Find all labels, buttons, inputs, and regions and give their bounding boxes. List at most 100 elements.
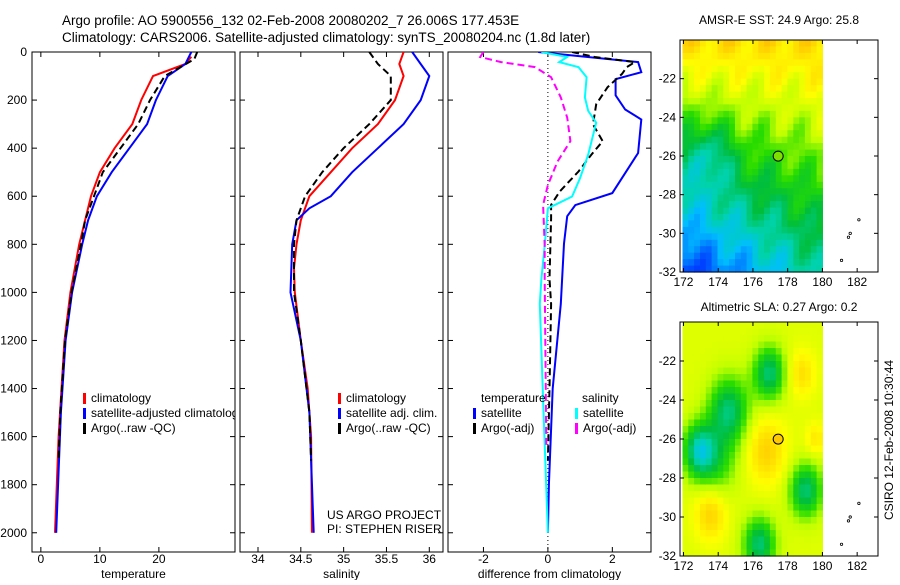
heatmap-cell xyxy=(700,549,707,557)
heatmap-cell xyxy=(682,452,689,460)
heatmap-cell xyxy=(793,59,800,67)
heatmap-cell xyxy=(816,252,823,260)
heatmap-cell xyxy=(810,252,818,260)
heatmap-cell xyxy=(793,226,800,234)
heatmap-cell xyxy=(816,259,823,267)
heatmap-cell xyxy=(723,465,730,473)
heatmap-cell xyxy=(799,252,806,260)
heatmap-cell xyxy=(735,549,742,557)
heatmap-cell xyxy=(705,65,713,73)
x-tick-label: 34.5 xyxy=(289,552,313,566)
heatmap-cell xyxy=(752,110,759,118)
heatmap-cell xyxy=(799,478,806,486)
heatmap-cell xyxy=(752,439,759,447)
figure-title-line2: Climatology: CARS2006. Satellite-adjuste… xyxy=(62,30,590,45)
heatmap-cell xyxy=(758,341,765,349)
heatmap-cell xyxy=(700,98,707,105)
heatmap-cell xyxy=(740,239,748,247)
heatmap-cell xyxy=(804,471,812,479)
heatmap-cell xyxy=(787,156,794,163)
heatmap-cell xyxy=(787,426,794,434)
heatmap-cell xyxy=(769,458,777,466)
heatmap-cell xyxy=(816,549,823,557)
heatmap-cell xyxy=(700,426,707,434)
heatmap-cell xyxy=(810,46,818,54)
heatmap-cell xyxy=(700,226,707,234)
heatmap-cell xyxy=(682,354,689,362)
heatmap-cell xyxy=(729,478,736,486)
heatmap-cell xyxy=(682,136,689,144)
heatmap-cell xyxy=(717,162,724,170)
heatmap-cell xyxy=(781,117,788,125)
heatmap-cell xyxy=(688,439,695,447)
heatmap-cell xyxy=(793,439,800,447)
heatmap-cell xyxy=(746,452,753,460)
heatmap-cell xyxy=(717,214,724,221)
heatmap-cell xyxy=(764,445,771,453)
heatmap-cell xyxy=(758,130,765,138)
heatmap-cell xyxy=(804,130,812,138)
heatmap-cell xyxy=(740,226,748,234)
heatmap-cell xyxy=(781,168,788,176)
heatmap-cell xyxy=(705,252,713,260)
x-tick-label: 180 xyxy=(812,275,832,289)
heatmap-cell xyxy=(781,265,788,273)
heatmap-cell xyxy=(775,214,783,221)
heatmap-cell xyxy=(816,104,823,112)
heatmap-cell xyxy=(769,413,777,421)
heatmap-cell xyxy=(682,59,689,67)
heatmap-cell xyxy=(682,220,689,228)
heatmap-cell xyxy=(810,40,818,47)
heatmap-cell xyxy=(740,214,748,221)
heatmap-cell xyxy=(688,175,695,183)
heatmap-cell xyxy=(816,328,823,336)
heatmap-cell xyxy=(787,175,794,183)
heatmap-cell xyxy=(740,387,748,395)
heatmap-cell xyxy=(752,252,759,260)
heatmap-cell xyxy=(816,484,823,492)
heatmap-cell xyxy=(799,110,806,118)
heatmap-cell xyxy=(764,110,771,118)
heatmap-cell xyxy=(799,162,806,170)
heatmap-cell xyxy=(740,426,748,434)
heatmap-cell xyxy=(799,497,806,505)
heatmap-cell xyxy=(804,181,812,189)
y-tick-label: -28 xyxy=(659,471,677,485)
heatmap-cell xyxy=(799,188,806,196)
heatmap-cell xyxy=(752,530,759,538)
heatmap-cell xyxy=(758,361,765,369)
heatmap-cell xyxy=(682,149,689,157)
heatmap-cell xyxy=(682,181,689,189)
heatmap-cell xyxy=(752,156,759,163)
heatmap-cell xyxy=(723,328,730,336)
heatmap-cell xyxy=(735,439,742,447)
heatmap-cell xyxy=(705,194,713,202)
heatmap-cell xyxy=(793,46,800,54)
heatmap-cell xyxy=(735,117,742,125)
heatmap-cell xyxy=(816,387,823,395)
heatmap-cell xyxy=(764,201,771,209)
heatmap-cell xyxy=(705,465,713,473)
heatmap-cell xyxy=(682,361,689,369)
heatmap-cell xyxy=(717,530,724,538)
heatmap-cell xyxy=(723,432,730,440)
island-coastline xyxy=(857,501,861,505)
heatmap-cell xyxy=(729,40,736,47)
heatmap-cell xyxy=(694,149,701,157)
heatmap-cell xyxy=(810,143,818,151)
heatmap-cell xyxy=(769,419,777,427)
heatmap-cell xyxy=(717,201,724,209)
heatmap-cell xyxy=(769,536,777,544)
heatmap-cell xyxy=(816,123,823,131)
heatmap-cell xyxy=(694,104,701,112)
heatmap-cell xyxy=(775,123,783,131)
heatmap-cell xyxy=(810,478,818,486)
heatmap-cell xyxy=(787,504,794,512)
heatmap-cell xyxy=(787,543,794,551)
heatmap-cell xyxy=(735,52,742,60)
heatmap-cell xyxy=(717,510,724,518)
heatmap-cell xyxy=(810,123,818,131)
heatmap-cell xyxy=(752,207,759,215)
heatmap-cell xyxy=(799,387,806,395)
